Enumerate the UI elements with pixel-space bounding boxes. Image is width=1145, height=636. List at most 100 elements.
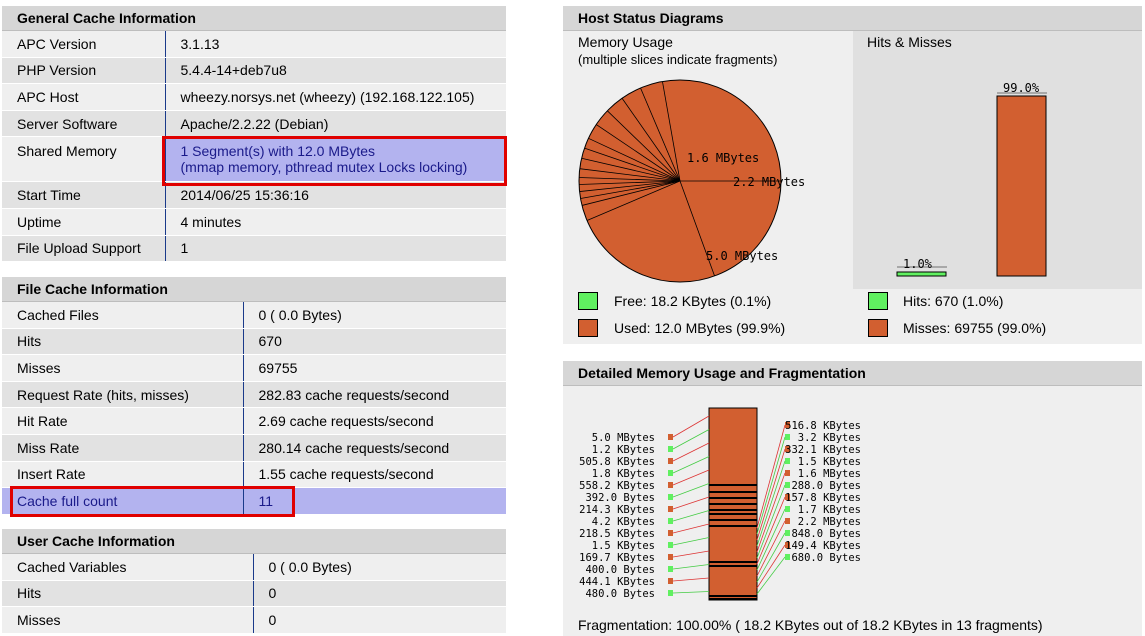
right-fragment-marker [785, 506, 790, 512]
right-fragment-marker [785, 554, 790, 560]
row-key: Hits [2, 328, 244, 356]
left-fragment-label: 214.3 KBytes [579, 504, 655, 516]
misses-bar [996, 95, 1047, 277]
pie-fragment-edge [580, 180, 681, 199]
table-row: Hits 0 [2, 580, 506, 608]
pie-fragment-edge [586, 180, 681, 221]
hits-misses-title: Hits & Misses [867, 34, 952, 50]
left-fragment-marker [668, 518, 673, 524]
pie-fragment-edge [579, 180, 681, 185]
free-legend-text: Free: 18.2 KBytes (0.1%) [614, 293, 772, 309]
row-key: Cached Files [2, 302, 244, 329]
row-value: 11 [243, 487, 506, 515]
left-fragment-label: 444.1 KBytes [579, 576, 655, 588]
right-fragment-link [756, 460, 786, 547]
misses-legend-text: Misses: 69755 (99.0%) [903, 320, 1047, 336]
right-fragment-marker [785, 494, 790, 500]
right-fragment-marker [785, 542, 790, 548]
left-fragment-link [672, 510, 710, 522]
row-key: Insert Rate [2, 461, 244, 489]
general-cache-table: APC Version 3.1.13 PHP Version 5.4.4-14+de… [2, 31, 506, 263]
right-fragment-label: 1.7 KBytes [798, 504, 861, 516]
right-fragment-link [756, 436, 786, 535]
row-value: 5.4.4-14+deb7u8 [165, 57, 506, 85]
table-row: Hits 670 [2, 328, 506, 356]
table-row-cache-full: Cache full count 11 [2, 487, 506, 515]
row-value: 280.14 cache requests/second [243, 434, 506, 462]
pie-fragment-edge [596, 124, 681, 182]
row-value: 670 [243, 328, 506, 356]
row-key: APC Version [2, 31, 166, 58]
shared-memory-line1: 1 Segment(s) with 12.0 MBytes [180, 143, 376, 160]
table-row: Server Software Apache/2.2.22 (Debian) [2, 110, 506, 138]
row-key: APC Host [2, 83, 166, 111]
row-value: Apache/2.2.22 (Debian) [165, 110, 506, 138]
table-row: Start Time 2014/06/25 15:36:16 [2, 181, 506, 209]
misses-legend-swatch [868, 319, 888, 337]
table-row: Miss Rate 280.14 cache requests/second [2, 434, 506, 462]
pie-fragment-edge [588, 137, 681, 182]
left-fragment-link [672, 537, 710, 546]
hits-bar [896, 271, 947, 277]
right-fragment-marker [785, 434, 790, 440]
table-row: Insert Rate 1.55 cache requests/second [2, 461, 506, 489]
right-fragment-label: 157.8 KBytes [785, 492, 861, 504]
file-cache-title: File Cache Information [2, 277, 506, 302]
right-fragment-marker [785, 518, 790, 524]
row-key: Start Time [2, 181, 166, 209]
left-fragment-label: 1.8 KBytes [592, 468, 655, 480]
left-fragment-link [672, 469, 710, 486]
file-cache-box: File Cache Information Cached Files 0 ( 0… [2, 277, 506, 515]
row-key: Cache full count [2, 487, 244, 515]
table-row: Uptime 4 minutes [2, 208, 506, 236]
pie-fragment-edge [579, 168, 681, 182]
row-value: 0 ( 0.0 Bytes) [253, 554, 506, 581]
row-key: Misses [2, 354, 244, 382]
pie-fragment-edge [581, 157, 681, 182]
table-row: APC Version 3.1.13 [2, 31, 506, 58]
left-fragment-link [672, 429, 710, 450]
left-fragment-marker [668, 470, 673, 476]
pie-fragment-edge [584, 147, 681, 182]
table-row: PHP Version 5.4.4-14+deb7u8 [2, 57, 506, 85]
left-fragment-marker [668, 578, 673, 584]
shared-memory-line2: (mmap memory, pthread mutex Locks lockin… [180, 159, 468, 176]
right-fragment-marker [785, 446, 790, 452]
row-key: Hit Rate [2, 407, 244, 435]
general-cache-title: General Cache Information [2, 6, 506, 31]
row-value: 2.69 cache requests/second [243, 407, 506, 435]
table-row: Cached Variables 0 ( 0.0 Bytes) [2, 554, 506, 581]
memory-usage-panel: Memory Usage (multiple slices indicate f… [563, 31, 851, 289]
row-key: Server Software [2, 110, 166, 138]
row-key: Misses [2, 606, 254, 634]
left-fragment-label: 218.5 KBytes [579, 528, 655, 540]
table-row: Misses 69755 [2, 354, 506, 382]
left-fragment-link [672, 577, 710, 582]
row-key: Cached Variables [2, 554, 254, 581]
table-row: Cached Files 0 ( 0.0 Bytes) [2, 302, 506, 329]
right-fragment-link [756, 544, 786, 589]
row-key: File Upload Support [2, 235, 166, 263]
right-fragment-link [756, 448, 786, 541]
hits-legend-swatch [868, 292, 888, 310]
right-fragment-label: 516.8 KBytes [785, 420, 861, 432]
pie-fragment-edge [581, 180, 681, 206]
left-fragment-marker [668, 554, 673, 560]
right-fragment-label: 848.0 Bytes [791, 528, 861, 540]
left-fragment-link [672, 456, 710, 474]
right-fragment-link [756, 424, 786, 529]
general-cache-box: General Cache Information APC Version 3.1… [2, 6, 506, 263]
left-fragment-marker [668, 446, 673, 452]
left-fragment-marker [668, 494, 673, 500]
right-fragment-link [756, 508, 786, 571]
left-fragment-link [672, 564, 710, 570]
hits-misses-panel: Hits & Misses 1.0% 99.0% [853, 31, 1142, 289]
row-key: Request Rate (hits, misses) [2, 381, 244, 409]
user-cache-table: Cached Variables 0 ( 0.0 Bytes) Hits 0 Mis… [2, 554, 506, 634]
file-cache-table: Cached Files 0 ( 0.0 Bytes) Hits 670 Misse… [2, 302, 506, 515]
right-fragment-label: 1.6 MBytes [798, 468, 861, 480]
free-legend-swatch [578, 292, 598, 310]
left-fragment-marker [668, 542, 673, 548]
left-fragment-label: 1.2 KBytes [592, 444, 655, 456]
